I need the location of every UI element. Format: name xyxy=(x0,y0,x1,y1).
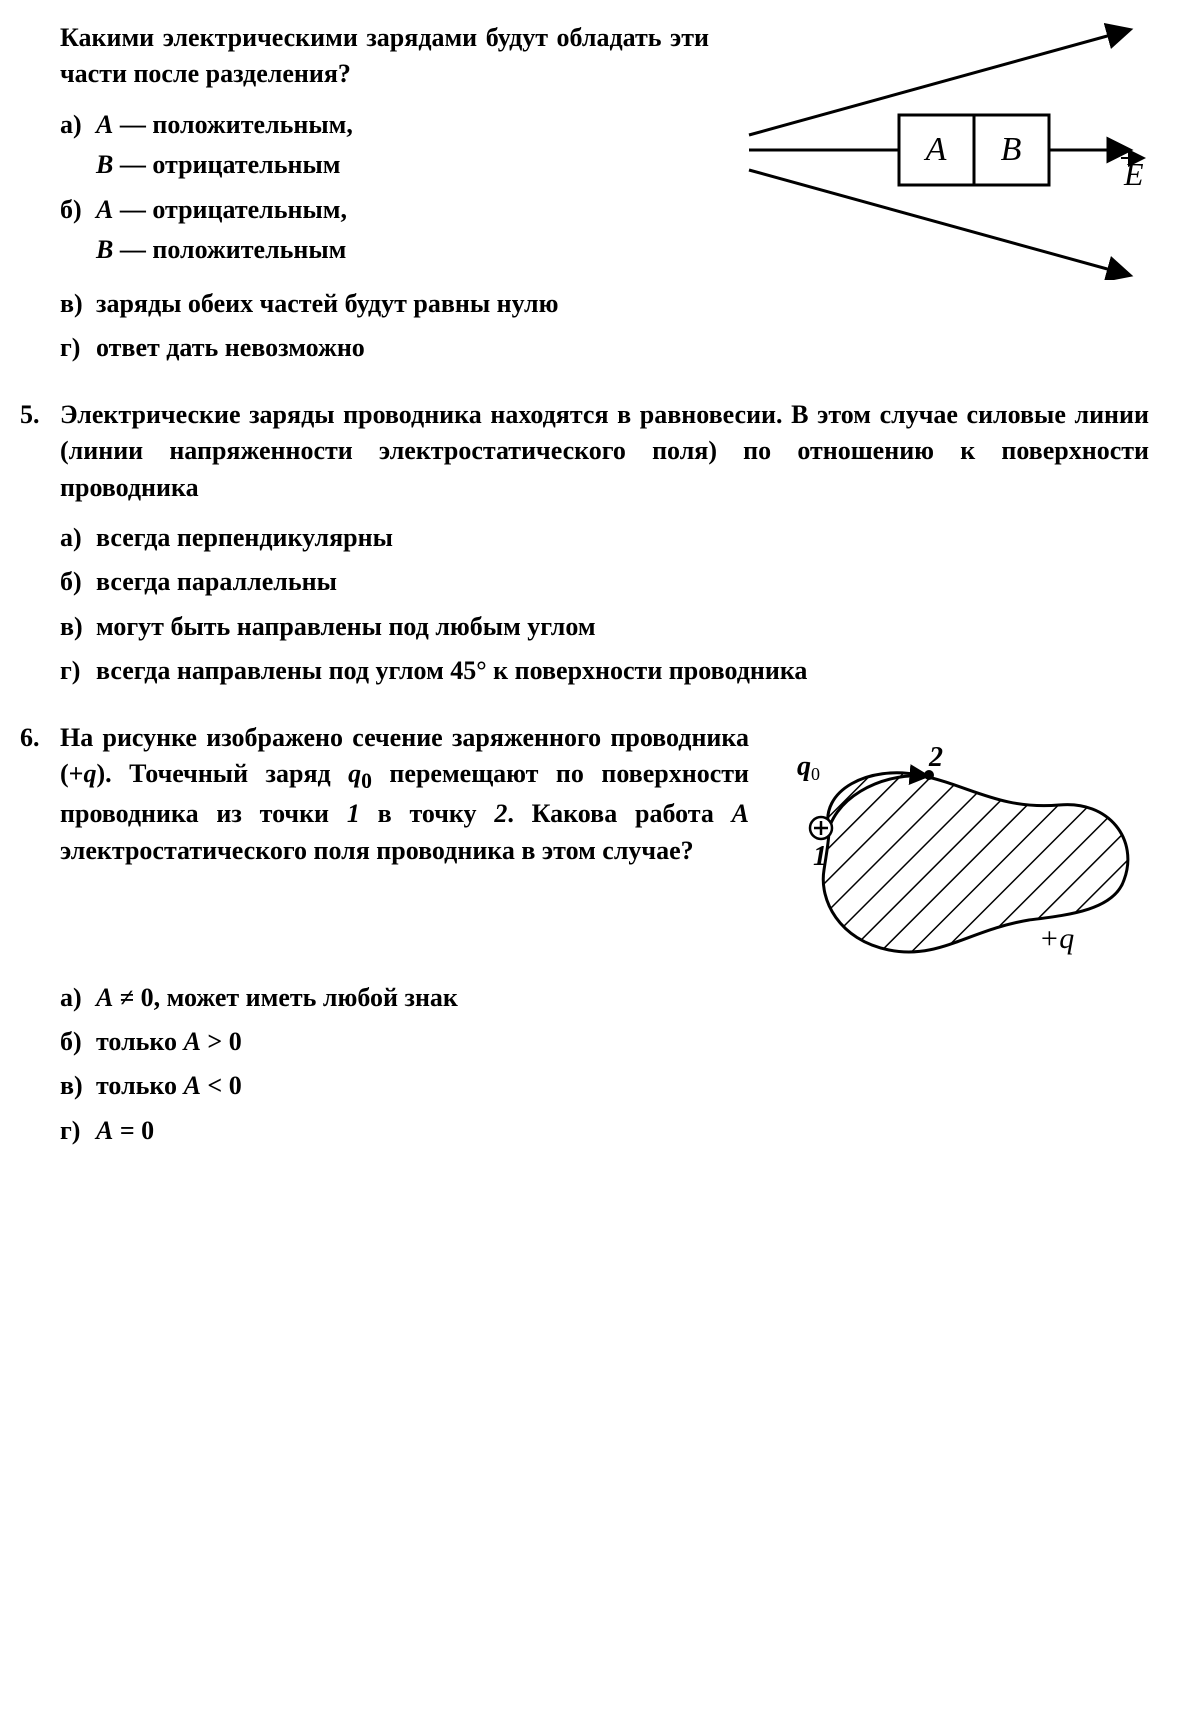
q6-option-a: а) A ≠ 0, может иметь любой знак xyxy=(60,980,1149,1016)
option-letter: б) xyxy=(60,564,96,600)
q6-option-g: г) A = 0 xyxy=(60,1113,1149,1149)
question-4-figure: A B E xyxy=(729,20,1149,280)
question-4-stem: Какими электрическими зарядами будут обл… xyxy=(60,20,709,93)
q6-option-v: в) только A < 0 xyxy=(60,1068,1149,1104)
option-text: ответ дать невозможно xyxy=(96,330,1149,366)
question-4: Какими электрическими зарядами будут обл… xyxy=(20,20,1149,367)
q6-option-b: б) только A > 0 xyxy=(60,1024,1149,1060)
question-6-number: 6. xyxy=(20,720,50,884)
option-text: всегда параллельны xyxy=(96,564,1149,600)
question-4-body: Какими электрическими зарядами будут обл… xyxy=(20,20,1149,280)
label-point-1: 1 xyxy=(813,841,827,872)
question-6-body: 6. На рисунке изображено сечение заряжен… xyxy=(20,720,1149,980)
opt-line: A — отрицательным, xyxy=(96,195,347,224)
option-letter: а) xyxy=(60,520,96,556)
question-4-options-wide: в) заряды обеих частей будут равны нулю … xyxy=(60,286,1149,367)
label-plus-q: +q xyxy=(1039,922,1074,955)
opt-line: B — отрицательным xyxy=(96,147,709,183)
question-5: 5. Электрические заряды проводника наход… xyxy=(20,397,1149,690)
option-text: A ≠ 0, может иметь любой знак xyxy=(96,980,1149,1016)
q4-option-b: б) A — отрицательным, B — положительным xyxy=(60,192,709,269)
field-label: E xyxy=(1123,156,1144,192)
question-6: 6. На рисунке изображено сечение заряжен… xyxy=(20,720,1149,1150)
opt-line: A — положительным, xyxy=(96,110,353,139)
option-text: всегда направлены под углом 45° к поверх… xyxy=(96,653,1149,689)
question-4-options: а) A — положительным, B — отрицательным … xyxy=(60,107,709,269)
option-letter: а) xyxy=(60,980,96,1016)
field-box-diagram: A B E xyxy=(729,20,1149,280)
question-6-figure: q 0 1 2 +q xyxy=(769,720,1149,980)
question-5-stem: Электрические заряды проводника находятс… xyxy=(60,397,1149,506)
option-text: A — отрицательным, B — положительным xyxy=(96,192,709,269)
question-5-options: а) всегда перпендикулярны б) всегда пара… xyxy=(60,520,1149,690)
opt-line: B — положительным xyxy=(96,232,709,268)
option-letter: г) xyxy=(60,1113,96,1149)
option-text: только A > 0 xyxy=(96,1024,1149,1060)
option-text: всегда перпендикулярны xyxy=(96,520,1149,556)
option-letter: б) xyxy=(60,192,96,269)
q4-option-g: г) ответ дать невозможно xyxy=(60,330,1149,366)
option-letter: г) xyxy=(60,330,96,366)
question-5-head: 5. Электрические заряды проводника наход… xyxy=(20,397,1149,520)
option-text: A = 0 xyxy=(96,1113,1149,1149)
question-6-text: 6. На рисунке изображено сечение заряжен… xyxy=(20,720,749,884)
option-letter: г) xyxy=(60,653,96,689)
option-text: только A < 0 xyxy=(96,1068,1149,1104)
conductor-section-diagram: q 0 1 2 +q xyxy=(769,720,1149,980)
box-label-a: A xyxy=(924,131,947,168)
option-letter: б) xyxy=(60,1024,96,1060)
question-6-options: а) A ≠ 0, может иметь любой знак б) толь… xyxy=(60,980,1149,1150)
box-label-b: B xyxy=(1001,131,1022,168)
option-letter: в) xyxy=(60,609,96,645)
option-letter: в) xyxy=(60,1068,96,1104)
label-point-2: 2 xyxy=(928,742,943,773)
question-4-text: Какими электрическими зарядами будут обл… xyxy=(20,20,709,276)
q4-option-v: в) заряды обеих частей будут равны нулю xyxy=(60,286,1149,322)
q5-option-g: г) всегда направлены под углом 45° к пов… xyxy=(60,653,1149,689)
option-text: заряды обеих частей будут равны нулю xyxy=(96,286,1149,322)
option-text: могут быть направлены под любым углом xyxy=(96,609,1149,645)
label-q0-sub: 0 xyxy=(811,764,820,784)
option-text: A — положительным, B — отрицательным xyxy=(96,107,709,184)
q5-option-b: б) всегда параллельны xyxy=(60,564,1149,600)
label-q0: q xyxy=(797,751,811,782)
question-6-head: 6. На рисунке изображено сечение заряжен… xyxy=(20,720,749,884)
q5-option-a: а) всегда перпендикулярны xyxy=(60,520,1149,556)
option-letter: а) xyxy=(60,107,96,184)
q4-option-a: а) A — положительным, B — отрицательным xyxy=(60,107,709,184)
q5-option-v: в) могут быть направлены под любым углом xyxy=(60,609,1149,645)
question-6-stem: На рисунке изображено сечение заряженног… xyxy=(60,720,749,870)
option-letter: в) xyxy=(60,286,96,322)
question-5-number: 5. xyxy=(20,397,50,520)
